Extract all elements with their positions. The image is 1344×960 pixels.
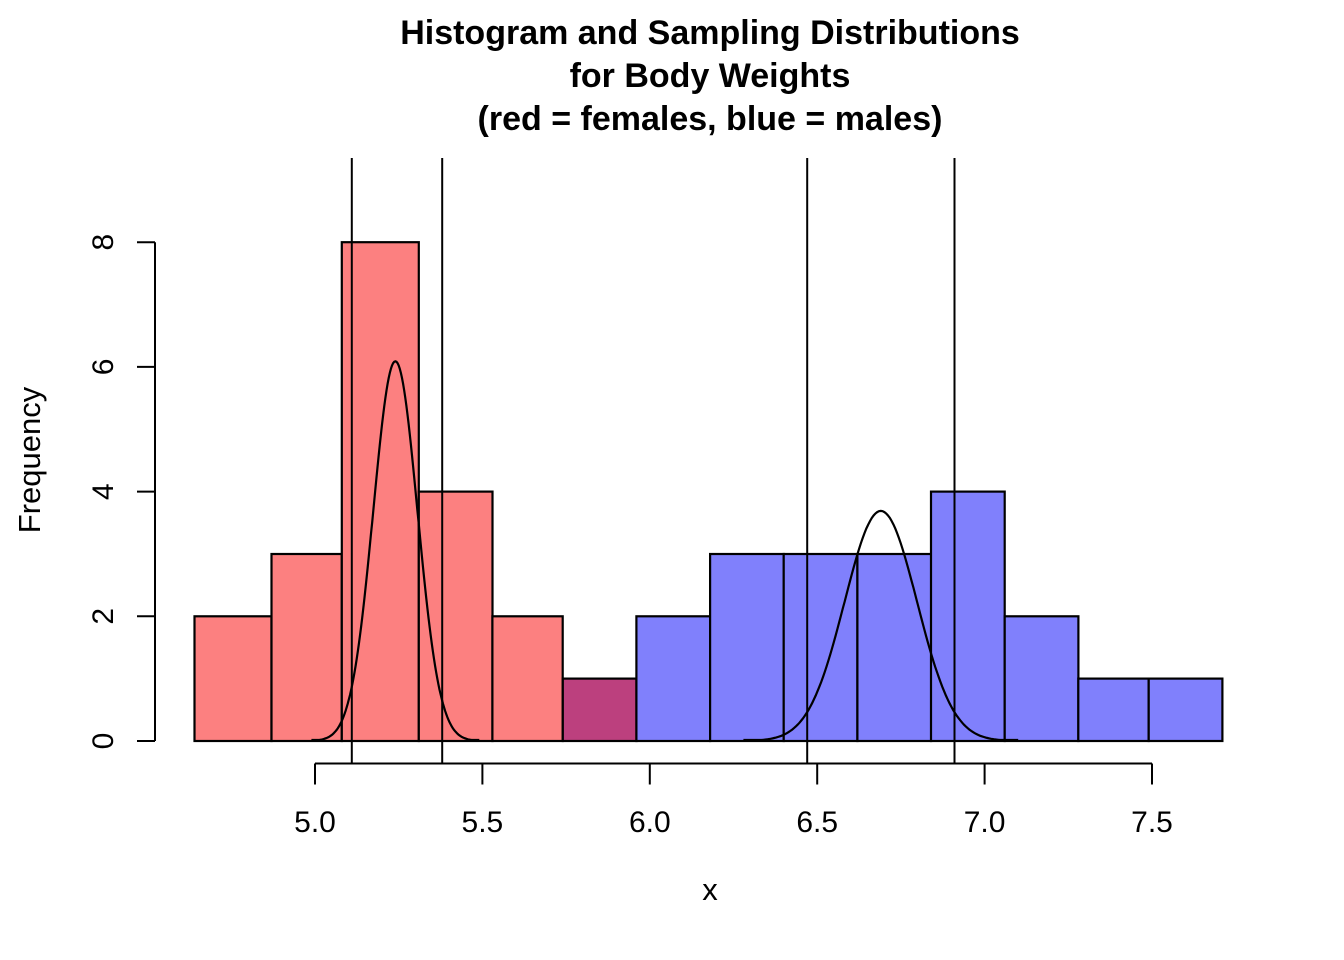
histogram-bar-females xyxy=(491,615,564,743)
y-axis-title: Frequency xyxy=(12,386,47,533)
x-tick-label: 6.0 xyxy=(629,806,671,839)
sampling-curve-females xyxy=(311,360,480,742)
histogram-bar-females xyxy=(193,615,273,743)
chart-title-line-3: (red = females, blue = males) xyxy=(477,100,943,138)
x-tick-label: 7.5 xyxy=(1131,806,1173,839)
chart-title-line-1: Histogram and Sampling Distributions xyxy=(400,14,1020,52)
sampling-curve-males xyxy=(743,509,1019,742)
histogram-bar-males xyxy=(856,552,933,743)
y-tick-label: 2 xyxy=(87,608,120,625)
histogram-bar-males xyxy=(635,615,712,743)
histogram-bar-males xyxy=(929,490,1006,743)
histogram-bar-females xyxy=(340,241,420,743)
chart-title-line-2: for Body Weights xyxy=(569,57,851,95)
x-tick-label: 6.5 xyxy=(796,806,838,839)
x-tick-label: 5.0 xyxy=(294,806,336,839)
histogram-bar-males xyxy=(1147,677,1224,743)
y-tick-label: 0 xyxy=(87,733,120,750)
x-axis-title: x xyxy=(702,872,718,907)
y-tick-label: 8 xyxy=(87,234,120,251)
x-tick-label: 7.0 xyxy=(964,806,1006,839)
histogram-bar-males xyxy=(708,552,785,743)
y-tick-label: 4 xyxy=(87,483,120,500)
chart-title: Histogram and Sampling Distributions for… xyxy=(110,12,1310,141)
histogram-bar-overlap xyxy=(561,677,638,743)
histogram-bar-females xyxy=(270,552,343,743)
histogram-bar-males xyxy=(1077,677,1150,743)
histogram-bar-females xyxy=(417,490,494,743)
x-tick-label: 5.5 xyxy=(462,806,504,839)
histogram-bar-males xyxy=(782,552,859,743)
y-tick-label: 6 xyxy=(87,359,120,376)
histogram-bar-males xyxy=(1003,615,1080,743)
